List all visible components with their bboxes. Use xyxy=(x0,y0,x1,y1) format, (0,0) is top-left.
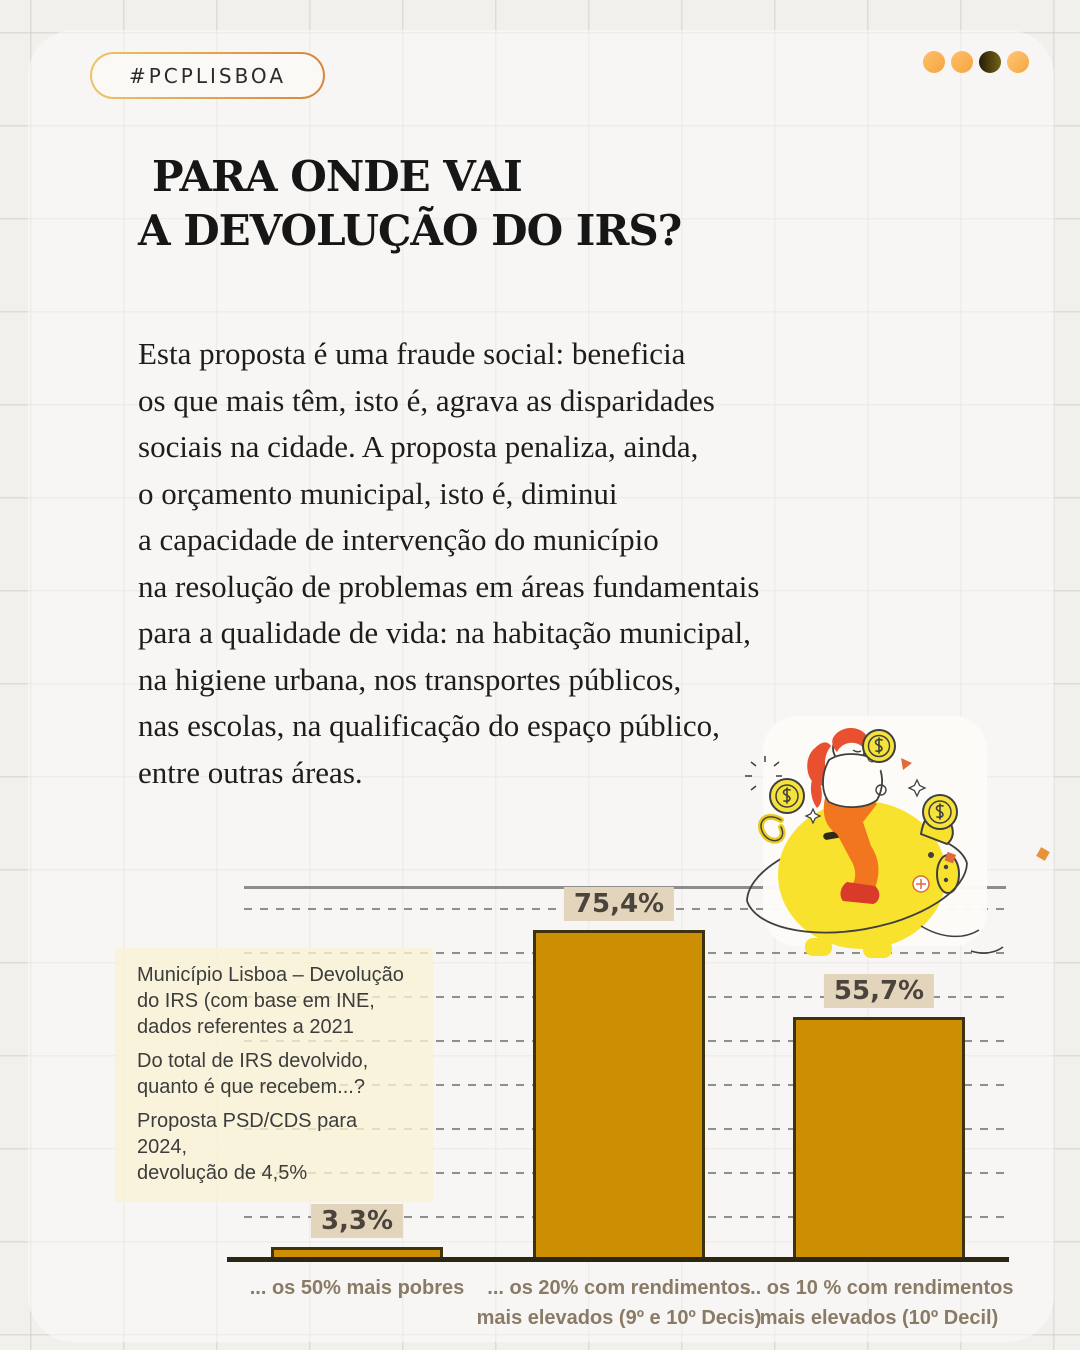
hashtag-badge: #PCPLISBOA xyxy=(90,52,325,99)
bar xyxy=(271,1247,443,1257)
bar-group-10-rendimentos-elevados: 55,7% ... os 10 % com rendimentos mais e… xyxy=(745,884,1013,1329)
diamond-confetti-icon xyxy=(944,851,957,864)
bar-group-50-mais-pobres: 3,3% ... os 50% mais pobres xyxy=(250,884,464,1299)
decorative-dots xyxy=(923,51,1029,73)
bar-category-label: ... os 10 % com rendimentos mais elevado… xyxy=(744,1277,1014,1329)
post-title: PARA ONDE VAI A DEVOLUÇÃO DO IRS? xyxy=(138,150,682,258)
bar xyxy=(533,930,705,1257)
chart-baseline xyxy=(227,1257,1009,1262)
dot-icon xyxy=(923,51,945,73)
dot-icon xyxy=(979,51,1001,73)
bar-value-label: 3,3% xyxy=(310,1204,404,1239)
chart-notes-box: Município Lisboa – Devolução do IRS (com… xyxy=(115,948,433,1202)
title-line-1: PARA ONDE VAI xyxy=(152,152,523,201)
orbit-ring-icon xyxy=(746,862,968,934)
burst-icon xyxy=(745,756,782,791)
piggy-bank-illustration xyxy=(745,716,1050,958)
chart-proposal-note: Proposta PSD/CDS para 2024, devolução de… xyxy=(137,1110,358,1184)
diamond-confetti-icon xyxy=(1036,847,1050,861)
sparkle-icon xyxy=(804,807,822,825)
coin-icon xyxy=(922,794,958,830)
bar-group-20-rendimentos-elevados: 75,4% ... os 20% com rendimentos mais el… xyxy=(477,884,761,1329)
motion-line-icon xyxy=(920,925,980,938)
bar-chart: 3,3% ... os 50% mais pobres 75,4% ... os… xyxy=(227,884,1013,1329)
coin-icon xyxy=(862,729,896,763)
bar-category-label: ... os 50% mais pobres xyxy=(249,1277,465,1299)
bar-value-label: 55,7% xyxy=(823,973,935,1008)
title-line-2: A DEVOLUÇÃO DO IRS? xyxy=(138,206,682,255)
sparkle-icon xyxy=(907,778,927,798)
bar-category-label: ... os 20% com rendimentos mais elevados… xyxy=(476,1277,762,1329)
chart-question-note: Do total de IRS devolvido, quanto é que … xyxy=(137,1050,369,1098)
dot-icon xyxy=(1007,51,1029,73)
hashtag-badge-label: #PCPLISBOA xyxy=(92,54,323,97)
sparkle-icon xyxy=(875,784,887,796)
body-paragraph: Esta proposta é uma fraude social: benef… xyxy=(138,336,760,790)
triangle-confetti-icon xyxy=(901,758,912,770)
bar xyxy=(793,1016,965,1257)
coin-icon xyxy=(769,778,805,814)
person-rider-figure xyxy=(807,727,896,904)
dot-icon xyxy=(951,51,973,73)
bar-value-label: 75,4% xyxy=(563,887,675,922)
motion-line-icon xyxy=(970,946,1004,954)
chart-source-note: Município Lisboa – Devolução do IRS (com… xyxy=(137,964,404,1038)
